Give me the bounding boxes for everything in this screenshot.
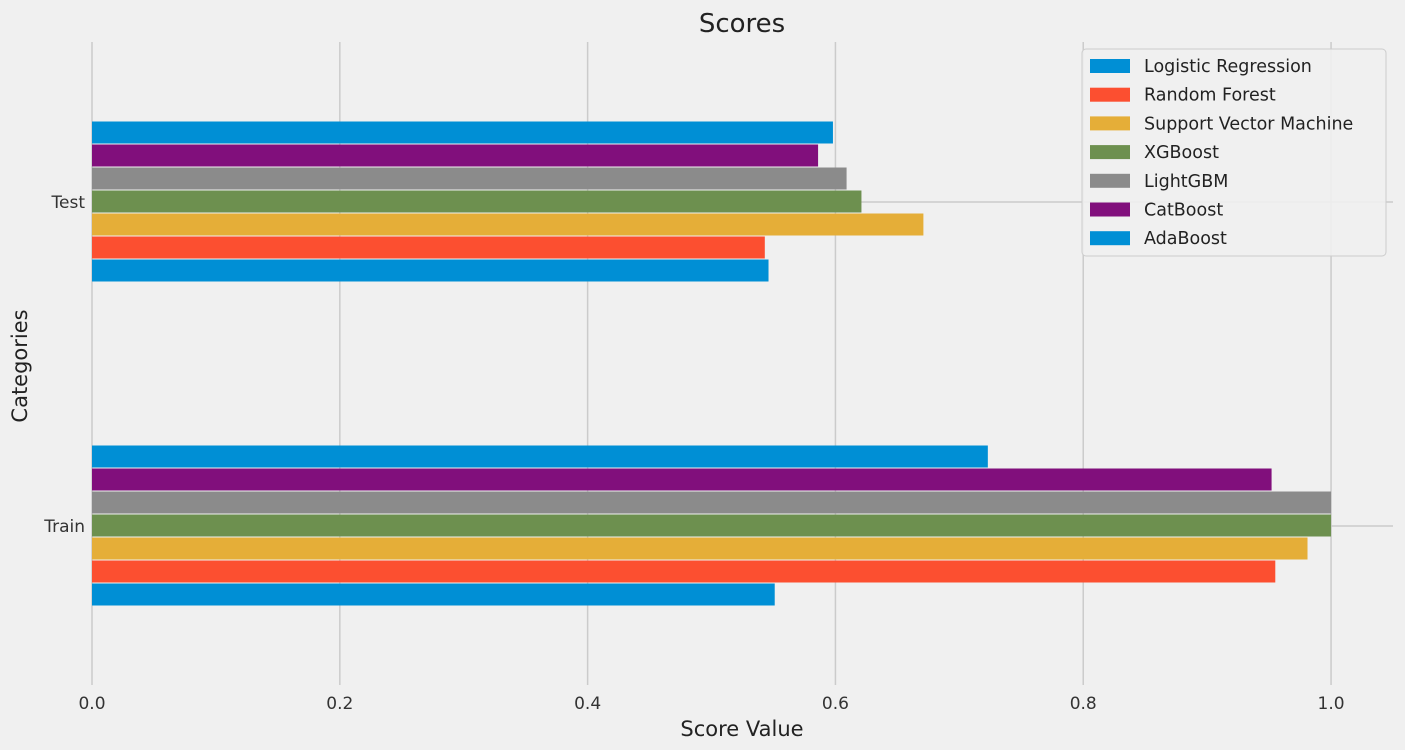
x-tick-label: 0.4 xyxy=(574,694,601,714)
legend-swatch xyxy=(1090,59,1130,73)
legend-swatch xyxy=(1090,202,1130,217)
bar-train-logistic-regression xyxy=(92,583,775,606)
x-tick-label: 0.2 xyxy=(326,694,353,714)
bar-train-adaboost xyxy=(92,445,988,468)
bar-train-catboost xyxy=(92,468,1272,491)
legend-label: XGBoost xyxy=(1144,143,1219,163)
legend-swatch xyxy=(1090,116,1130,131)
x-tick-label: 0.8 xyxy=(1070,694,1097,714)
x-tick-label: 1.0 xyxy=(1318,694,1345,714)
x-axis-ticks: 0.0 0.2 0.4 0.6 0.8 1.0 xyxy=(78,694,1344,714)
legend-box xyxy=(1081,48,1387,257)
legend-label: CatBoost xyxy=(1144,201,1223,221)
legend-swatch xyxy=(1090,145,1130,160)
bar-test-lightgbm xyxy=(92,167,847,190)
bar-test-catboost xyxy=(92,144,819,167)
bars xyxy=(92,121,1332,606)
legend-swatch xyxy=(1090,87,1130,102)
legend-label: Logistic Regression xyxy=(1144,57,1312,77)
bar-test-adaboost xyxy=(92,121,833,144)
legend-label: Support Vector Machine xyxy=(1144,114,1353,134)
bar-train-lightgbm xyxy=(92,491,1332,514)
x-tick-label: 0.0 xyxy=(78,694,105,714)
bar-test-logistic-regression xyxy=(92,259,769,282)
bar-test-xgboost xyxy=(92,190,862,213)
y-tick-label: Test xyxy=(51,193,86,213)
legend-label: AdaBoost xyxy=(1144,229,1227,249)
legend: Logistic Regression Random Forest Support … xyxy=(1081,48,1387,257)
bar-train-xgboost xyxy=(92,514,1332,537)
y-tick-label: Train xyxy=(43,517,85,537)
legend-swatch xyxy=(1090,231,1130,246)
y-axis-title: Categories xyxy=(8,309,32,422)
y-axis-ticks: Train Test xyxy=(43,193,85,537)
legend-label: LightGBM xyxy=(1144,172,1228,192)
legend-label: Random Forest xyxy=(1144,86,1276,106)
bar-test-support-vector-machine xyxy=(92,213,924,236)
chart-title: Scores xyxy=(699,9,785,39)
x-tick-label: 0.6 xyxy=(822,694,849,714)
bar-train-support-vector-machine xyxy=(92,537,1308,560)
bar-train-random-forest xyxy=(92,560,1276,583)
x-axis-title: Score Value xyxy=(680,717,803,741)
legend-swatch xyxy=(1090,173,1130,188)
bar-test-random-forest xyxy=(92,236,765,259)
